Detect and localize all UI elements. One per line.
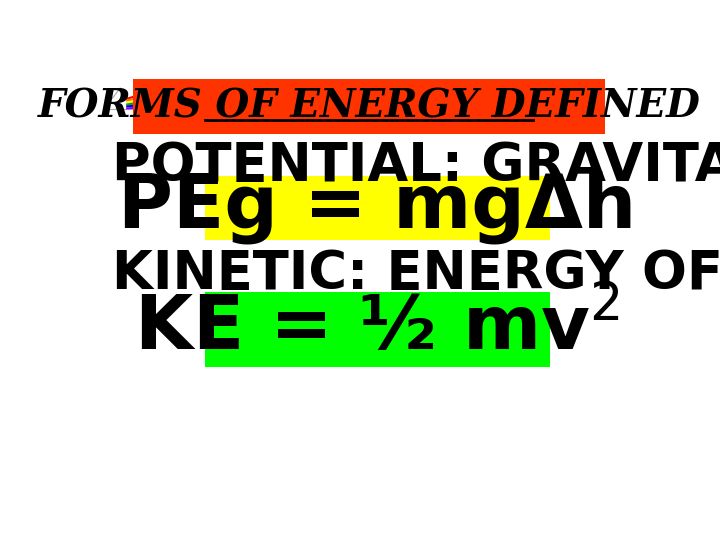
Text: POTENTIAL: GRAVITATIONAL: POTENTIAL: GRAVITATIONAL	[112, 140, 720, 192]
FancyBboxPatch shape	[132, 79, 606, 134]
Text: KE = ½ mv$^{2}$: KE = ½ mv$^{2}$	[134, 292, 620, 366]
Text: PEg = mgΔh: PEg = mgΔh	[117, 171, 636, 244]
Text: BHS Physics: BHS Physics	[140, 94, 233, 109]
Polygon shape	[104, 88, 137, 110]
Text: FORMS OF ENERGY DEFINED: FORMS OF ENERGY DEFINED	[37, 87, 701, 125]
Text: KINETIC: ENERGY OF MOTION: KINETIC: ENERGY OF MOTION	[112, 248, 720, 300]
FancyBboxPatch shape	[204, 176, 549, 240]
FancyBboxPatch shape	[204, 292, 549, 367]
